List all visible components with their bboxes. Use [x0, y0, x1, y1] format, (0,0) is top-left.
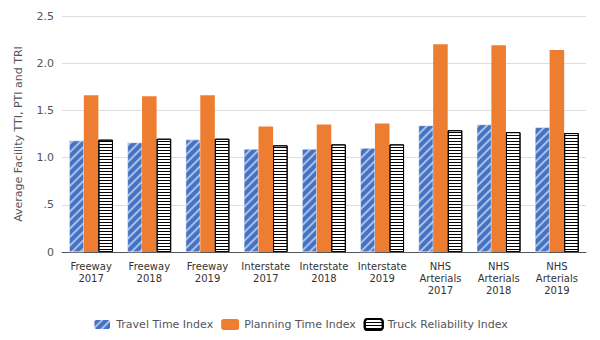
- svg-text:2019: 2019: [195, 273, 220, 284]
- svg-text:2017: 2017: [78, 273, 103, 284]
- svg-text:Freeway: Freeway: [187, 261, 229, 272]
- svg-text:2.5: 2.5: [37, 10, 55, 23]
- svg-text:2019: 2019: [544, 285, 569, 296]
- svg-text:NHS: NHS: [546, 261, 567, 272]
- svg-text:1.5: 1.5: [37, 104, 55, 117]
- svg-text:2.0: 2.0: [37, 57, 55, 70]
- svg-text:Arterials: Arterials: [419, 273, 461, 284]
- svg-text:0: 0: [47, 246, 54, 259]
- svg-text:Interstate: Interstate: [300, 261, 349, 272]
- svg-text:Truck Reliability Index: Truck Reliability Index: [387, 318, 509, 331]
- svg-text:Average Facility TTI, PTI and: Average Facility TTI, PTI and TRI: [12, 46, 25, 222]
- svg-text:Freeway: Freeway: [70, 261, 112, 272]
- svg-text:Travel Time Index: Travel Time Index: [115, 318, 213, 331]
- svg-text:2017: 2017: [253, 273, 278, 284]
- svg-text:Freeway: Freeway: [129, 261, 171, 272]
- svg-text:Interstate: Interstate: [241, 261, 290, 272]
- svg-text:2018: 2018: [137, 273, 162, 284]
- svg-text:.5: .5: [44, 198, 55, 211]
- svg-text:Interstate: Interstate: [358, 261, 407, 272]
- svg-text:2017: 2017: [428, 285, 453, 296]
- svg-text:Arterials: Arterials: [536, 273, 578, 284]
- svg-text:Arterials: Arterials: [478, 273, 520, 284]
- svg-text:2018: 2018: [311, 273, 336, 284]
- svg-text:2018: 2018: [486, 285, 511, 296]
- svg-text:Planning Time Index: Planning Time Index: [244, 318, 356, 331]
- svg-text:1.0: 1.0: [37, 151, 55, 164]
- svg-text:NHS: NHS: [488, 261, 509, 272]
- svg-text:NHS: NHS: [430, 261, 451, 272]
- svg-text:2019: 2019: [369, 273, 394, 284]
